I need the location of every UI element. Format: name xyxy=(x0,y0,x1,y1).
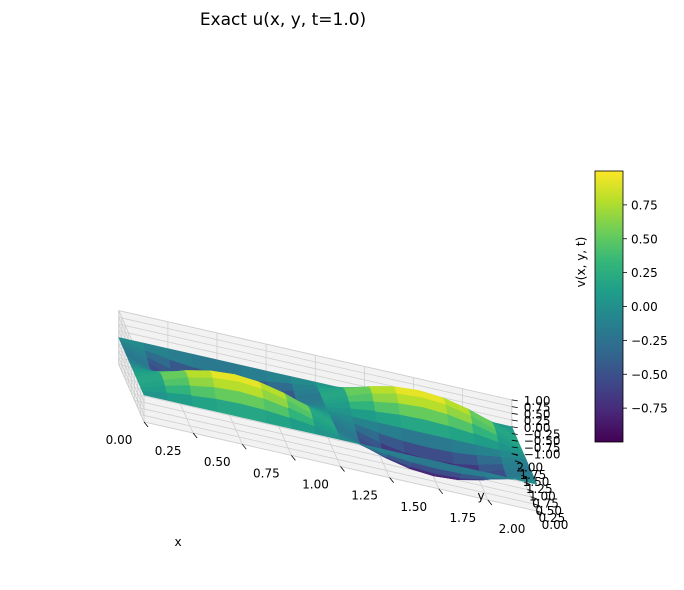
z-tick-label: 0.00 xyxy=(524,421,551,435)
x-tick-label: 0.50 xyxy=(204,455,231,469)
z-tick-mark xyxy=(511,406,518,408)
z-tick-mark xyxy=(511,426,518,429)
y-axis-label: y xyxy=(477,489,484,503)
colorbar-tick-label: −0.50 xyxy=(631,368,668,382)
x-tick-label: 1.25 xyxy=(351,489,378,503)
z-tick-label: −1.00 xyxy=(524,448,561,462)
x-tick-mark xyxy=(487,499,493,506)
z-tick-label: 0.50 xyxy=(524,407,551,421)
z-tick-mark xyxy=(511,399,518,402)
x-tick-mark xyxy=(389,477,394,483)
colorbar-tick-label: 0.00 xyxy=(631,300,658,314)
y-tick-label: 0.00 xyxy=(542,518,569,532)
y-tick-label: 0.50 xyxy=(535,504,562,518)
x-tick-mark xyxy=(241,443,247,450)
y-tick-label: 0.75 xyxy=(532,497,559,511)
x-tick-mark xyxy=(438,488,444,495)
x-tick-label: 2.00 xyxy=(499,522,526,536)
z-tick-label: −0.50 xyxy=(524,434,561,448)
z-tick-mark xyxy=(511,412,518,415)
y-tick-label: 1.50 xyxy=(523,475,550,489)
surface-mesh xyxy=(118,337,538,485)
axis-ticks: 0.000.250.500.751.001.251.501.752.00 0.00… xyxy=(106,394,569,536)
y-tick-mark xyxy=(533,503,540,507)
colorbar-tick-label: 0.75 xyxy=(631,198,658,212)
x-tick-label: 0.25 xyxy=(155,444,182,458)
y-tick-mark xyxy=(536,510,544,514)
z-tick-label: 1.00 xyxy=(524,394,551,408)
x-tick-mark xyxy=(143,421,149,428)
y-tick-mark xyxy=(517,467,525,471)
x-tick-label: 1.75 xyxy=(450,511,477,525)
x-tick-label: 1.00 xyxy=(302,478,329,492)
surface-patch xyxy=(371,393,399,404)
y-tick-label: 1.75 xyxy=(520,468,547,482)
x-tick-mark xyxy=(192,432,198,439)
y-tick-label: 1.25 xyxy=(526,482,553,496)
z-tick-mark xyxy=(511,433,518,435)
z-tick-label: −0.25 xyxy=(524,427,561,441)
y-tick-mark xyxy=(521,474,528,478)
colorbar-gradient xyxy=(594,170,624,443)
surface-patch xyxy=(186,372,214,379)
surface-patch xyxy=(370,388,398,395)
colorbar-ticks: 0.75 0.50 0.25 0.00 −0.25 −0.50 −0.75 xyxy=(623,198,668,416)
y-tick-label: 0.25 xyxy=(538,511,565,525)
z-tick-mark xyxy=(511,446,518,449)
x-tick-mark xyxy=(536,510,542,517)
x-tick-mark xyxy=(340,466,345,472)
x-tick-mark xyxy=(291,455,296,461)
x-axis-label: x xyxy=(174,535,181,549)
surface-patch xyxy=(261,388,289,409)
y-tick-label: 1.00 xyxy=(529,489,556,503)
colorbar-tick-label: 0.25 xyxy=(631,266,658,280)
surface-patch xyxy=(510,478,538,485)
z-axis-label: v(x, y, t) xyxy=(574,237,588,288)
y-tick-mark xyxy=(524,481,531,485)
colorbar-tick-label: 0.50 xyxy=(631,232,658,246)
colorbar-tick-label: −0.25 xyxy=(631,334,668,348)
z-tick-label: 0.25 xyxy=(524,414,551,428)
surface-patch xyxy=(188,377,215,388)
colorbar-tick-label: −0.75 xyxy=(631,402,668,416)
x-tick-label: 0.00 xyxy=(106,433,133,447)
z-tick-label: 0.75 xyxy=(524,401,551,415)
x-tick-label: 0.75 xyxy=(253,466,280,480)
z-tick-label: −0.75 xyxy=(524,441,561,455)
y-tick-mark xyxy=(530,496,537,500)
surface-patch xyxy=(445,404,473,425)
z-tick-mark xyxy=(511,419,518,422)
z-tick-mark xyxy=(511,439,518,442)
colorbar: 0.75 0.50 0.25 0.00 −0.25 −0.50 −0.75 xyxy=(594,170,668,443)
chart-title: Exact u(x, y, t=1.0) xyxy=(200,10,366,30)
z-tick-mark xyxy=(511,453,518,456)
y-tick-mark xyxy=(514,460,522,464)
y-tick-mark xyxy=(527,489,534,492)
x-tick-label: 1.50 xyxy=(400,500,427,514)
y-tick-label: 2.00 xyxy=(516,461,543,475)
